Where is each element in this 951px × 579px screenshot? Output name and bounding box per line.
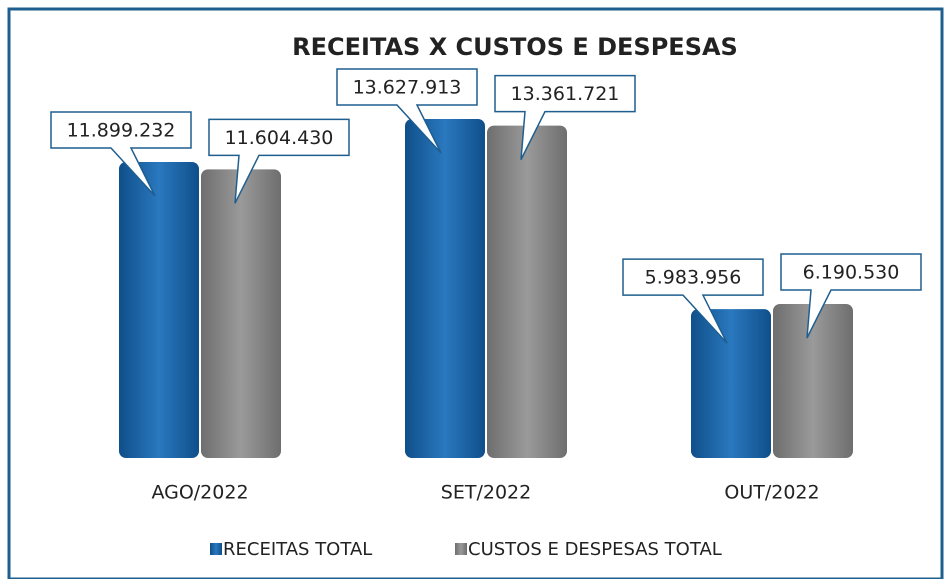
data-label: 13.627.913 bbox=[353, 77, 462, 99]
data-label-callout bbox=[336, 68, 478, 154]
x-tick-label: AGO/2022 bbox=[151, 482, 248, 504]
x-tick-label: SET/2022 bbox=[441, 482, 531, 504]
data-label-callout bbox=[208, 118, 350, 204]
data-label-callout bbox=[780, 253, 922, 339]
data-label-callout bbox=[50, 111, 192, 197]
data-label-callout bbox=[494, 74, 636, 160]
bar bbox=[487, 125, 567, 458]
bar bbox=[405, 119, 485, 458]
legend-label: CUSTOS E DESPESAS TOTAL bbox=[468, 539, 722, 560]
data-label: 13.361.721 bbox=[511, 83, 620, 105]
bar bbox=[773, 304, 853, 458]
legend-swatch bbox=[210, 543, 222, 555]
bar bbox=[691, 309, 771, 458]
bar bbox=[201, 169, 281, 459]
data-label: 5.983.956 bbox=[645, 267, 742, 289]
chart-title: RECEITAS X CUSTOS E DESPESAS bbox=[292, 33, 738, 61]
data-label: 6.190.530 bbox=[803, 262, 900, 284]
data-label: 11.604.430 bbox=[225, 127, 334, 149]
x-tick-label: OUT/2022 bbox=[724, 482, 819, 504]
data-label-callout bbox=[622, 258, 764, 344]
legend-swatch bbox=[455, 543, 467, 555]
bar bbox=[119, 162, 199, 459]
data-label: 11.899.232 bbox=[67, 120, 176, 142]
legend-label: RECEITAS TOTAL bbox=[223, 539, 372, 560]
